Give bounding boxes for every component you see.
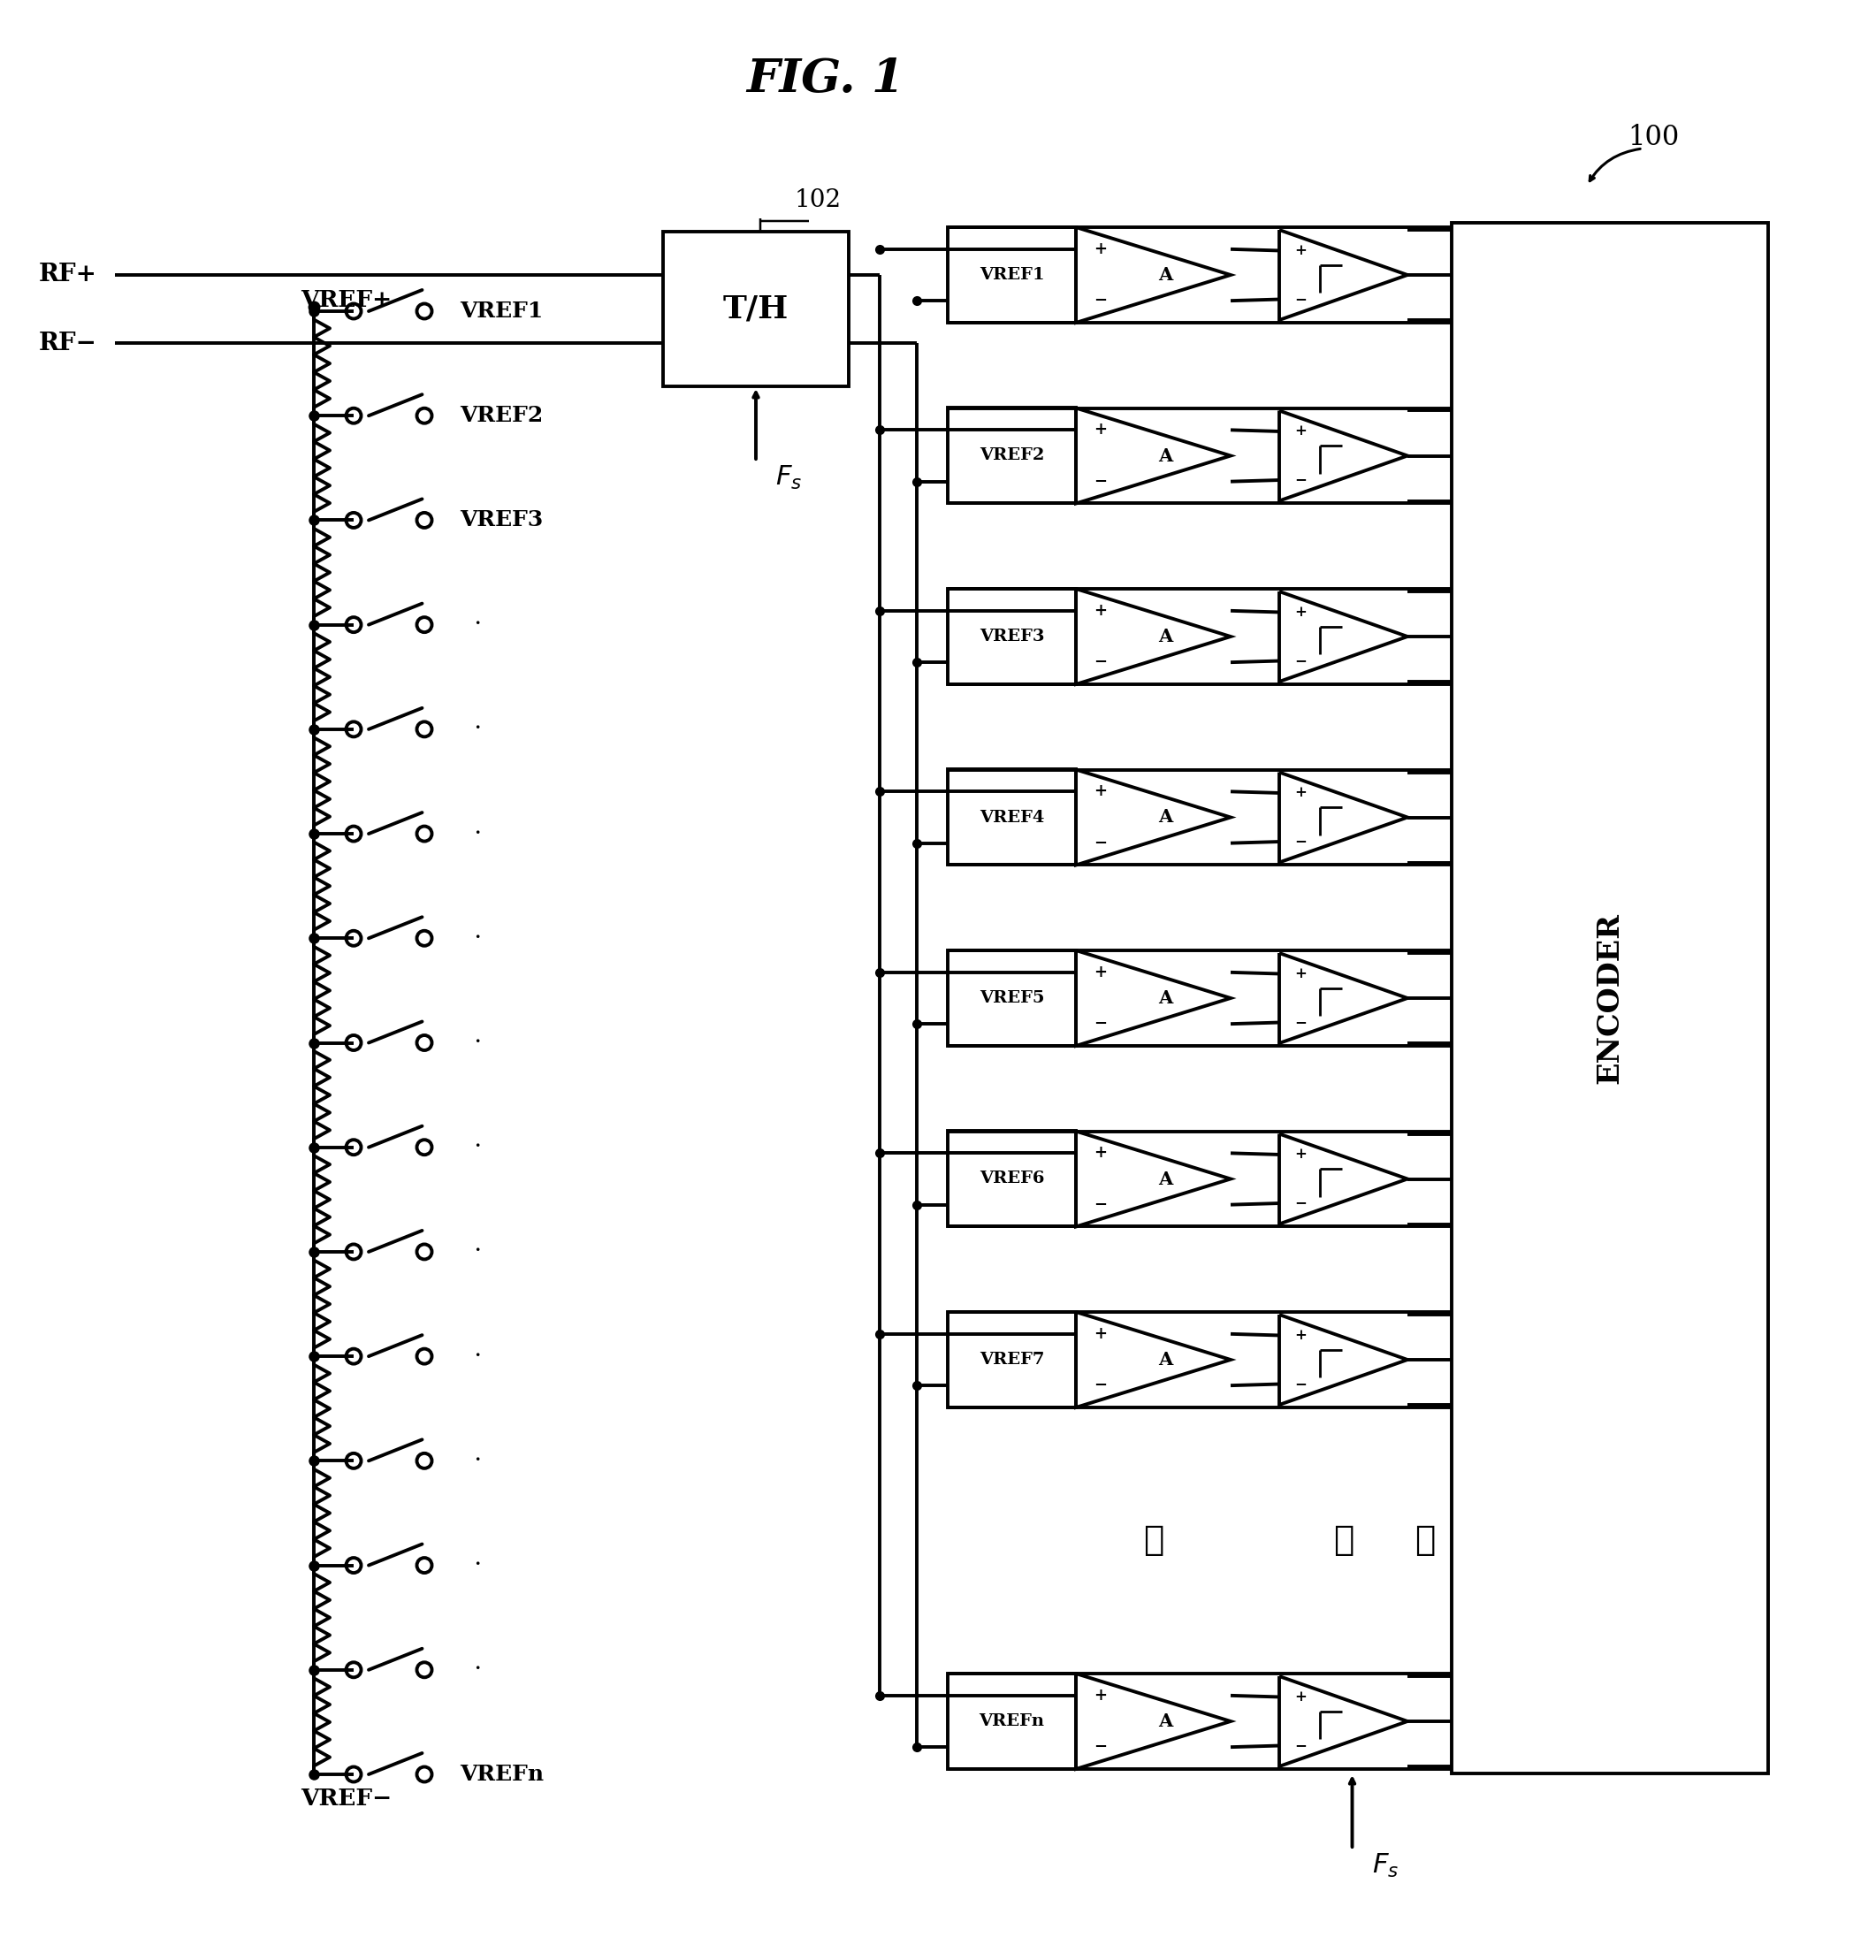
- Text: −: −: [1294, 653, 1306, 668]
- Text: +: +: [1094, 964, 1107, 980]
- Text: ⋮: ⋮: [1415, 1525, 1435, 1556]
- Text: 102: 102: [794, 188, 840, 212]
- Text: +: +: [1094, 784, 1107, 800]
- Text: ⋅: ⋅: [473, 613, 482, 637]
- Text: −: −: [1094, 474, 1107, 490]
- Text: ⋅: ⋅: [473, 1241, 482, 1264]
- Text: ENCODER: ENCODER: [1595, 911, 1625, 1084]
- Text: VREF7: VREF7: [979, 1352, 1045, 1368]
- Text: VREF3: VREF3: [460, 510, 542, 531]
- Text: +: +: [1094, 421, 1107, 437]
- Bar: [947, 227, 1077, 323]
- Bar: [947, 1311, 1077, 1407]
- Text: T/H: T/H: [722, 294, 788, 323]
- Text: +: +: [1294, 606, 1306, 619]
- Bar: [1452, 221, 1769, 1774]
- Text: ⋅: ⋅: [473, 1658, 482, 1682]
- Text: ⋅: ⋅: [473, 717, 482, 741]
- Text: A: A: [1159, 267, 1172, 284]
- Text: ⋮: ⋮: [1334, 1525, 1354, 1556]
- Text: −: −: [1094, 292, 1107, 308]
- Text: −: −: [1094, 1378, 1107, 1394]
- Text: ⋅: ⋅: [473, 1031, 482, 1054]
- Text: +: +: [1094, 1688, 1107, 1703]
- Text: VREF2: VREF2: [460, 406, 542, 427]
- Text: ⋅: ⋅: [473, 821, 482, 845]
- Text: VREF2: VREF2: [979, 447, 1045, 465]
- Text: VREF+: VREF+: [300, 288, 392, 312]
- Text: VREF4: VREF4: [979, 809, 1045, 825]
- Text: ⋅: ⋅: [473, 1448, 482, 1472]
- Text: VREF6: VREF6: [979, 1170, 1045, 1188]
- Text: ⋅: ⋅: [473, 1345, 482, 1368]
- Text: −: −: [1294, 1015, 1306, 1031]
- Text: RF−: RF−: [39, 331, 98, 355]
- Text: −: −: [1294, 1376, 1306, 1392]
- Text: A: A: [1159, 447, 1172, 465]
- Text: A: A: [1159, 1350, 1172, 1368]
- Text: ⋮: ⋮: [1142, 1525, 1163, 1556]
- Text: −: −: [1294, 1196, 1306, 1211]
- Bar: [947, 770, 1077, 864]
- Text: FIG. 1: FIG. 1: [747, 57, 904, 102]
- Bar: [947, 951, 1077, 1047]
- Text: VREF1: VREF1: [979, 267, 1045, 282]
- Text: A: A: [1159, 1713, 1172, 1731]
- Text: +: +: [1094, 1327, 1107, 1343]
- Text: −: −: [1094, 1015, 1107, 1031]
- Text: ⋅: ⋅: [473, 1135, 482, 1158]
- Text: +: +: [1294, 966, 1306, 982]
- Text: RF+: RF+: [39, 263, 98, 286]
- Text: −: −: [1094, 1198, 1107, 1213]
- Bar: [947, 408, 1077, 504]
- Text: A: A: [1159, 990, 1172, 1007]
- Text: VREF−: VREF−: [300, 1788, 392, 1809]
- Text: A: A: [1159, 1170, 1172, 1188]
- Text: 100: 100: [1628, 123, 1679, 151]
- Text: VREF1: VREF1: [460, 300, 542, 321]
- Text: −: −: [1294, 292, 1306, 308]
- Text: −: −: [1294, 472, 1306, 488]
- Text: +: +: [1294, 786, 1306, 800]
- Text: −: −: [1094, 835, 1107, 851]
- Text: VREF3: VREF3: [979, 629, 1045, 645]
- Text: VREFn: VREFn: [979, 1713, 1045, 1729]
- Text: +: +: [1294, 1690, 1306, 1705]
- Text: −: −: [1094, 1739, 1107, 1754]
- Text: VREFn: VREFn: [460, 1764, 544, 1786]
- Bar: [947, 1674, 1077, 1770]
- Text: A: A: [1159, 627, 1172, 645]
- Text: VREF5: VREF5: [979, 990, 1045, 1005]
- Text: ⋅: ⋅: [473, 927, 482, 951]
- Text: +: +: [1294, 1147, 1306, 1162]
- Bar: [947, 588, 1077, 684]
- Text: A: A: [1159, 808, 1172, 827]
- Text: +: +: [1094, 241, 1107, 257]
- Bar: [947, 1131, 1077, 1227]
- Bar: [662, 231, 848, 386]
- Text: −: −: [1094, 655, 1107, 670]
- Text: −: −: [1294, 1739, 1306, 1752]
- Text: +: +: [1294, 423, 1306, 439]
- Text: +: +: [1294, 243, 1306, 259]
- Text: +: +: [1094, 604, 1107, 619]
- Text: ⋅: ⋅: [473, 1554, 482, 1578]
- Text: −: −: [1294, 835, 1306, 849]
- Text: $F_s$: $F_s$: [775, 465, 803, 492]
- Text: +: +: [1094, 1145, 1107, 1160]
- Text: +: +: [1294, 1327, 1306, 1343]
- Text: $F_s$: $F_s$: [1371, 1852, 1398, 1880]
